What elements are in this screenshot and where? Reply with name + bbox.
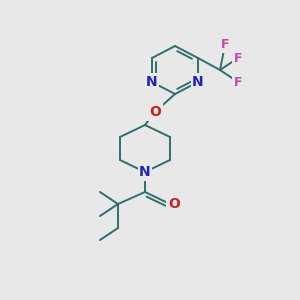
Text: F: F (234, 76, 242, 88)
Text: O: O (149, 105, 161, 119)
Text: F: F (234, 52, 242, 64)
Text: N: N (192, 75, 204, 89)
Text: N: N (146, 75, 158, 89)
Text: O: O (168, 197, 180, 211)
Text: N: N (139, 165, 151, 179)
Text: F: F (221, 38, 229, 52)
